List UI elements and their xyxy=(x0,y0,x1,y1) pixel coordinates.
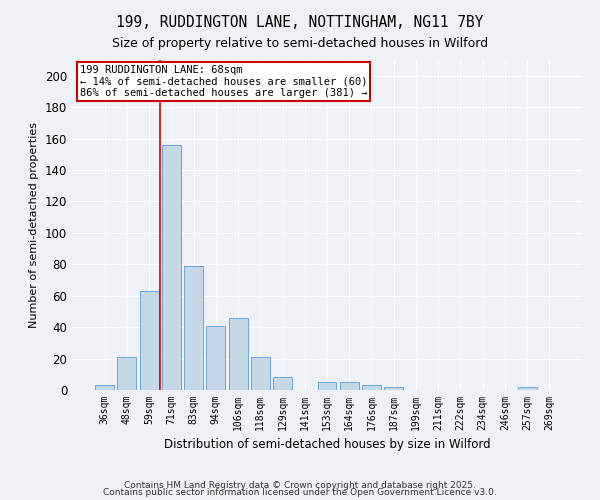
Bar xyxy=(229,318,248,390)
Bar xyxy=(518,387,536,390)
Bar xyxy=(340,382,359,390)
Bar xyxy=(95,386,114,390)
X-axis label: Distribution of semi-detached houses by size in Wilford: Distribution of semi-detached houses by … xyxy=(164,438,490,452)
Text: 199, RUDDINGTON LANE, NOTTINGHAM, NG11 7BY: 199, RUDDINGTON LANE, NOTTINGHAM, NG11 7… xyxy=(116,15,484,30)
Bar xyxy=(118,357,136,390)
Bar xyxy=(273,378,292,390)
Bar xyxy=(162,145,181,390)
Bar xyxy=(140,291,158,390)
Bar xyxy=(184,266,203,390)
Bar xyxy=(384,387,403,390)
Text: Contains HM Land Registry data © Crown copyright and database right 2025.: Contains HM Land Registry data © Crown c… xyxy=(124,480,476,490)
Bar xyxy=(206,326,225,390)
Bar xyxy=(317,382,337,390)
Y-axis label: Number of semi-detached properties: Number of semi-detached properties xyxy=(29,122,39,328)
Text: Size of property relative to semi-detached houses in Wilford: Size of property relative to semi-detach… xyxy=(112,38,488,51)
Bar xyxy=(362,386,381,390)
Text: Contains public sector information licensed under the Open Government Licence v3: Contains public sector information licen… xyxy=(103,488,497,497)
Text: 199 RUDDINGTON LANE: 68sqm
← 14% of semi-detached houses are smaller (60)
86% of: 199 RUDDINGTON LANE: 68sqm ← 14% of semi… xyxy=(80,65,367,98)
Bar xyxy=(251,357,270,390)
